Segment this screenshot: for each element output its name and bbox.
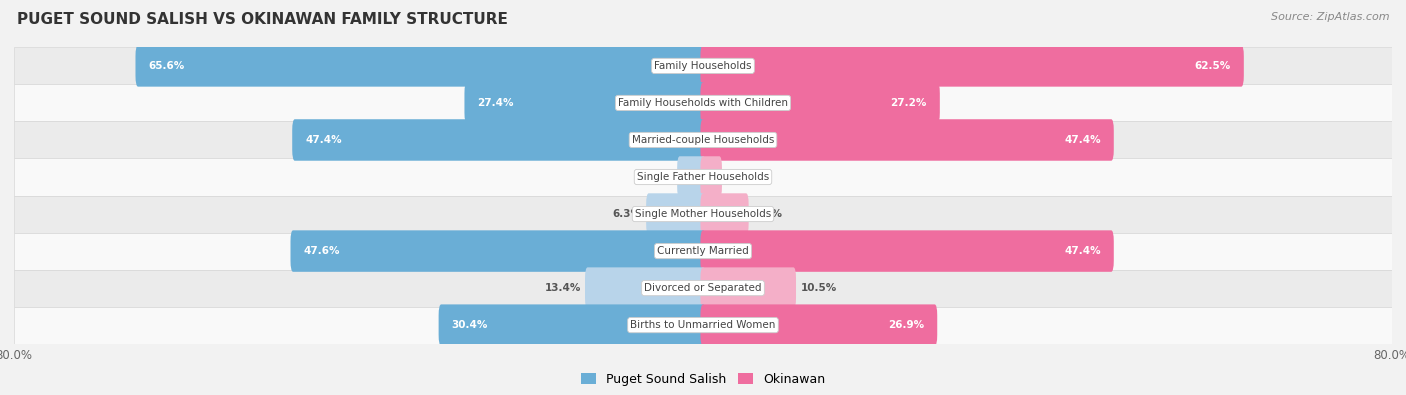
Text: PUGET SOUND SALISH VS OKINAWAN FAMILY STRUCTURE: PUGET SOUND SALISH VS OKINAWAN FAMILY ST… [17,12,508,27]
Text: 10.5%: 10.5% [800,283,837,293]
FancyBboxPatch shape [700,305,938,346]
Text: 47.4%: 47.4% [1064,135,1101,145]
Text: 1.9%: 1.9% [727,172,755,182]
FancyBboxPatch shape [464,82,706,124]
Text: 13.4%: 13.4% [544,283,581,293]
Text: Family Households: Family Households [654,61,752,71]
Text: Single Father Households: Single Father Households [637,172,769,182]
Bar [14,307,1392,344]
Text: 47.6%: 47.6% [304,246,340,256]
Bar [14,196,1392,233]
Text: Divorced or Separated: Divorced or Separated [644,283,762,293]
Text: Births to Unmarried Women: Births to Unmarried Women [630,320,776,330]
Bar [14,233,1392,269]
FancyBboxPatch shape [700,193,748,235]
Text: 47.4%: 47.4% [1064,246,1101,256]
Text: 2.7%: 2.7% [644,172,673,182]
FancyBboxPatch shape [439,305,706,346]
Text: Family Households with Children: Family Households with Children [619,98,787,108]
Text: 47.4%: 47.4% [305,135,342,145]
Text: Single Mother Households: Single Mother Households [636,209,770,219]
Legend: Puget Sound Salish, Okinawan: Puget Sound Salish, Okinawan [575,368,831,391]
Text: 30.4%: 30.4% [451,320,488,330]
Text: 5.0%: 5.0% [754,209,782,219]
Bar [14,47,1392,85]
Text: 62.5%: 62.5% [1195,61,1230,71]
Bar [14,85,1392,121]
Bar [14,269,1392,307]
Bar [14,121,1392,158]
FancyBboxPatch shape [700,230,1114,272]
FancyBboxPatch shape [700,82,939,124]
FancyBboxPatch shape [700,119,1114,161]
FancyBboxPatch shape [291,230,706,272]
FancyBboxPatch shape [647,193,706,235]
FancyBboxPatch shape [700,45,1244,87]
Text: 65.6%: 65.6% [149,61,184,71]
Text: 27.4%: 27.4% [478,98,513,108]
Bar [14,158,1392,196]
FancyBboxPatch shape [135,45,706,87]
Text: Currently Married: Currently Married [657,246,749,256]
Text: 6.3%: 6.3% [613,209,643,219]
FancyBboxPatch shape [585,267,706,309]
Text: 27.2%: 27.2% [890,98,927,108]
Text: Married-couple Households: Married-couple Households [631,135,775,145]
Text: Source: ZipAtlas.com: Source: ZipAtlas.com [1271,12,1389,22]
FancyBboxPatch shape [700,156,721,198]
Text: 26.9%: 26.9% [889,320,924,330]
FancyBboxPatch shape [678,156,706,198]
FancyBboxPatch shape [292,119,706,161]
FancyBboxPatch shape [700,267,796,309]
